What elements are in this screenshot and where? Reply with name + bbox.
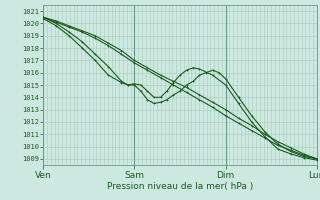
X-axis label: Pression niveau de la mer( hPa ): Pression niveau de la mer( hPa ) (107, 182, 253, 191)
